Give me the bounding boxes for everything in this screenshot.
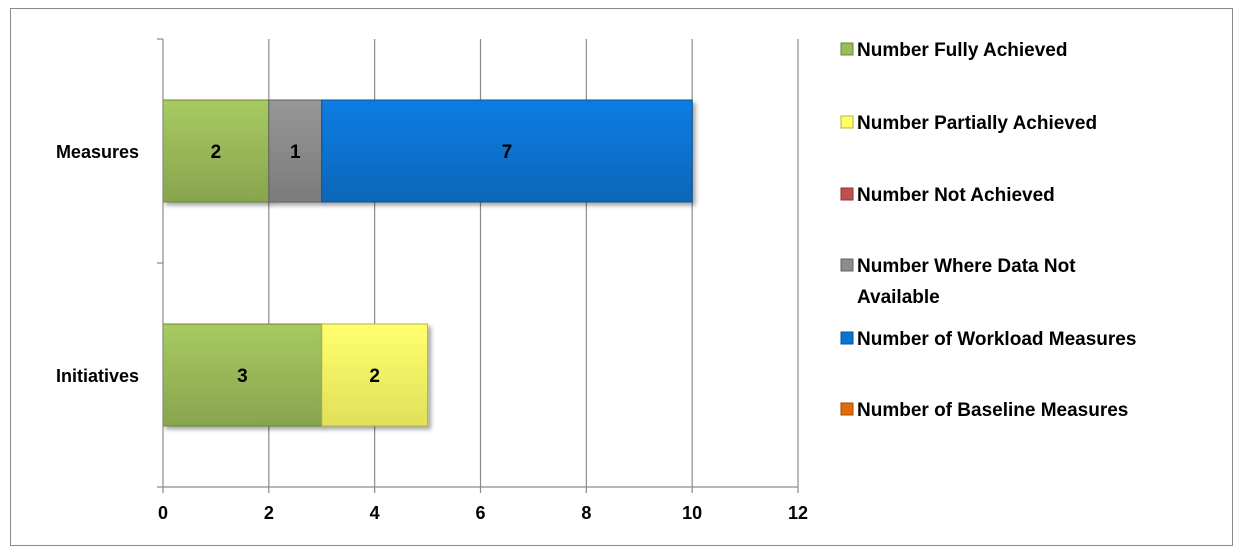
legend-swatch-2 (840, 187, 854, 201)
bar-measures-series-4 (321, 99, 693, 203)
x-tick-label-6: 6 (475, 503, 485, 523)
legend-swatch-4 (840, 331, 854, 345)
bar-measures-series-0 (162, 99, 270, 203)
x-tick-label-12: 12 (788, 503, 808, 523)
legend-label-4: Number of Workload Measures (857, 329, 1136, 350)
bar-label-measures-series-3: 1 (290, 142, 301, 163)
legend-label-0: Number Fully Achieved (857, 40, 1067, 61)
bar-label-initiatives-series-1: 2 (369, 366, 380, 387)
x-tick-label-8: 8 (581, 503, 591, 523)
bar-initiatives-series-0 (162, 323, 323, 427)
y-tick-label-measures: Measures (56, 142, 139, 162)
stacked-bar-chart: 2 1 7 Measures 3 2 Initiatives 0 2 4 6 8 10 12 Number … (56, 38, 1136, 523)
y-tick-label-initiatives: Initiatives (56, 366, 139, 386)
x-tick-label-4: 4 (370, 503, 380, 523)
legend-label-5: Number of Baseline Measures (857, 400, 1128, 421)
x-tick-label-10: 10 (682, 503, 702, 523)
legend-swatch-0 (840, 42, 854, 56)
legend-label-3-line2: Available (857, 287, 940, 308)
bar-label-measures-series-4: 7 (502, 142, 513, 163)
legend-swatch-1 (840, 115, 854, 129)
legend-swatch-5 (840, 402, 854, 416)
x-tick-label-2: 2 (264, 503, 274, 523)
legend-label-3: Number Where Data Not (857, 256, 1076, 277)
bar-initiatives-series-1 (321, 323, 429, 427)
bar-label-initiatives-series-0: 3 (237, 366, 248, 387)
chart-frame: 2 1 7 Measures 3 2 Initiatives 0 2 4 6 8 10 12 Number … (10, 8, 1233, 546)
legend-label-2: Number Not Achieved (857, 185, 1055, 206)
legend-swatch-3 (840, 258, 854, 272)
bar-label-measures-series-0: 2 (211, 142, 222, 163)
legend-label-1: Number Partially Achieved (857, 113, 1097, 134)
x-tick-label-0: 0 (158, 503, 168, 523)
